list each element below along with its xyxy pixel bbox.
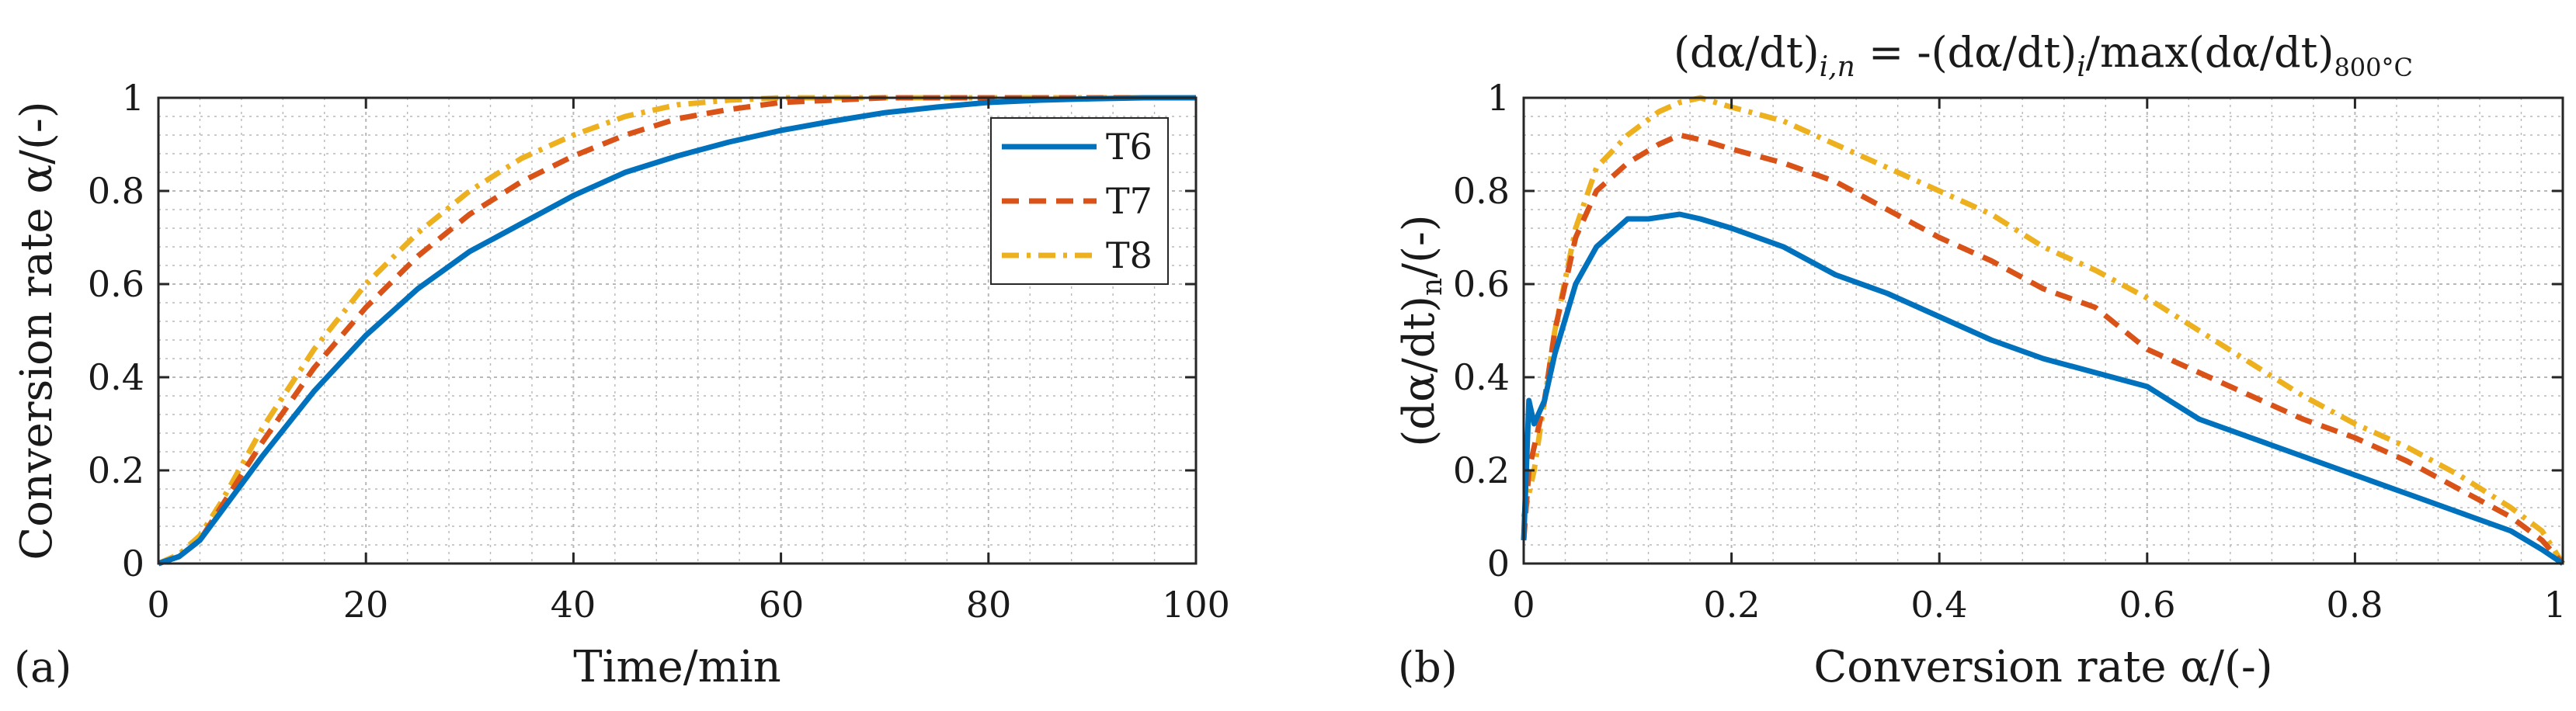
chart-b-ticks <box>1522 96 2564 565</box>
chart-a-ytick-label: 0.8 <box>88 170 144 212</box>
chart-b-ylabel-sub: n <box>1417 278 1448 296</box>
chart-b-xtick-label: 0.4 <box>1910 584 1967 626</box>
chart-b-ytick-labels: 0 0.2 0.4 0.6 0.8 1 <box>1453 77 1510 584</box>
chart-a-ylabel: Conversion rate α/(-) <box>12 101 62 560</box>
chart-b-ytick-label: 0.2 <box>1453 449 1510 491</box>
chart-b-xtick-label: 0.6 <box>2119 584 2175 626</box>
chart-a-ytick-labels: 0 0.2 0.4 0.6 0.8 1 <box>88 77 144 584</box>
chart-b-series <box>1521 95 2565 566</box>
chart-a-xlabel: Time/min <box>573 642 780 692</box>
chart-b-xtick-label: 1 <box>2543 584 2566 626</box>
chart-b-xtick-label: 0.8 <box>2326 584 2383 626</box>
chart-b-xlabel: Conversion rate α/(-) <box>1813 642 2272 692</box>
chart-b: 0 0.2 0.4 0.6 0.8 1 0 0.2 0.4 0.6 0.8 1 … <box>1394 28 2567 692</box>
chart-b-panel-label: (b) <box>1398 643 1458 692</box>
chart-a-series-t8 <box>157 95 1196 567</box>
chart-a-ytick-label: 0 <box>122 543 144 584</box>
legend-label-t6: T6 <box>1106 126 1152 168</box>
chart-a-xtick-label: 20 <box>343 584 389 626</box>
chart-a-legend: T6 T7 T8 <box>990 117 1169 285</box>
chart-a-xtick-label: 40 <box>551 584 596 626</box>
chart-b-xtick-label: 0.2 <box>1703 584 1760 626</box>
chart-a-ytick-label: 0.4 <box>88 356 144 398</box>
chart-a-ytick-label: 0.2 <box>88 449 144 491</box>
chart-a: 0 20 40 60 80 100 0 0.2 0.4 0.6 0.8 1 Ti… <box>12 77 1230 692</box>
chart-b-title-part: = -(dα/dt) <box>1855 28 2077 77</box>
chart-a-xtick-label: 0 <box>147 584 169 626</box>
chart-b-title-sub: i,n <box>1820 51 1855 83</box>
chart-a-xtick-label: 100 <box>1162 584 1230 626</box>
chart-b-title: (dα/dt)i,n = -(dα/dt)i/max(dα/dt)800°C <box>1674 28 2413 83</box>
legend-label-t7: T7 <box>1106 180 1152 222</box>
chart-b-ytick-label: 1 <box>1487 77 1510 119</box>
chart-b-ytick-label: 0.4 <box>1453 356 1510 398</box>
chart-a-ticks <box>157 96 1198 565</box>
chart-b-ytick-label: 0.6 <box>1453 263 1510 305</box>
chart-b-ytick-label: 0 <box>1487 543 1510 584</box>
chart-b-title-part: (dα/dt) <box>1674 28 1820 77</box>
chart-b-series-t6 <box>1521 211 2564 566</box>
chart-a-grid <box>158 97 1197 564</box>
chart-a-series-t6 <box>157 95 1196 567</box>
chart-a-xtick-label: 60 <box>759 584 805 626</box>
chart-b-title-part: /max(dα/dt) <box>2086 28 2334 77</box>
chart-b-ytick-label: 0.8 <box>1453 170 1510 212</box>
chart-a-series <box>157 95 1196 567</box>
legend-label-t8: T8 <box>1106 234 1152 276</box>
chart-a-ytick-label: 1 <box>122 77 144 119</box>
chart-b-series-t7 <box>1521 132 2565 566</box>
chart-a-panel-label: (a) <box>14 643 71 692</box>
chart-b-axes-box <box>1522 96 2564 565</box>
chart-a-ytick-label: 0.6 <box>88 263 144 305</box>
chart-b-title-sub: 800°C <box>2334 53 2413 82</box>
chart-b-ylabel-main: (dα/dt) <box>1394 296 1444 447</box>
chart-b-xtick-label: 0 <box>1512 584 1535 626</box>
chart-a-axes-box <box>157 96 1198 565</box>
chart-b-ylabel: (dα/dt)n/(-) <box>1394 214 1448 446</box>
chart-b-xtick-labels: 0 0.2 0.4 0.6 0.8 1 <box>1512 584 2566 626</box>
chart-a-xtick-label: 80 <box>966 584 1012 626</box>
chart-b-title-sub: i <box>2077 51 2086 83</box>
chart-a-xtick-labels: 0 20 40 60 80 100 <box>147 584 1230 626</box>
chart-b-ylabel-unit: /(-) <box>1394 214 1444 277</box>
